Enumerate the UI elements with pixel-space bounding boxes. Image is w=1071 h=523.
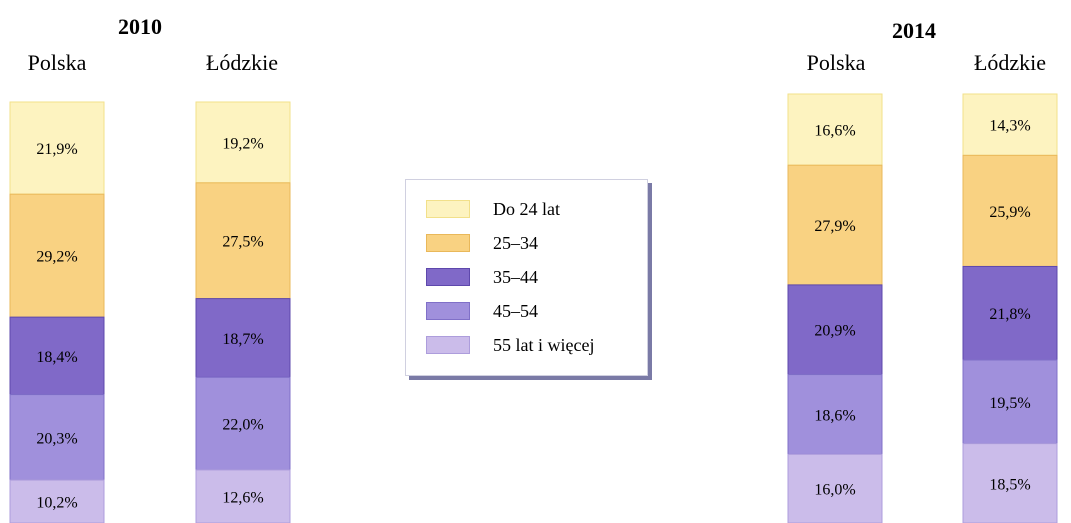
legend-label-55-plus: 55 lat i więcej (493, 334, 595, 355)
category-label-2010-0: Polska (28, 50, 87, 75)
legend: Do 24 lat 25–34 35–44 45–54 55 lat i wię… (405, 179, 648, 376)
legend-swatch-45-54 (426, 302, 470, 320)
data-label-2010-0-0: 21,9% (36, 141, 77, 158)
bar-segment-2014-1-0 (962, 93, 1058, 156)
legend-label-do-24: Do 24 lat (493, 198, 560, 219)
data-label-2010-0-4: 10,2% (36, 495, 77, 512)
data-label-2010-1-3: 22,0% (222, 417, 263, 434)
category-label-2010-1: Łódzkie (206, 50, 278, 75)
bar-segment-2010-0-3 (9, 394, 105, 481)
bar-segment-2014-0-4 (787, 453, 883, 523)
data-label-2014-1-2: 21,8% (989, 306, 1030, 323)
data-label-2010-0-3: 20,3% (36, 430, 77, 447)
legend-item-25-34: 25–34 (426, 230, 538, 256)
data-label-2010-1-2: 18,7% (222, 331, 263, 348)
data-label-2014-0-0: 16,6% (814, 123, 855, 140)
chart-title-2010: 2010 (118, 14, 162, 39)
data-label-2014-1-4: 18,5% (989, 476, 1030, 493)
legend-item-do-24: Do 24 lat (426, 196, 560, 222)
data-label-2014-1-0: 14,3% (989, 118, 1030, 135)
category-label-2014-0: Polska (807, 50, 866, 75)
bar-segment-2014-0-3 (787, 374, 883, 455)
bar-segment-2010-1-3 (195, 376, 291, 471)
legend-swatch-35-44 (426, 268, 470, 286)
data-label-2010-1-1: 27,5% (222, 234, 263, 251)
bar-segment-2014-1-1 (962, 154, 1058, 267)
data-label-2010-0-2: 18,4% (36, 349, 77, 366)
legend-label-35-44: 35–44 (493, 266, 538, 287)
bar-segment-2010-1-1 (195, 182, 291, 300)
data-label-2010-0-1: 29,2% (36, 249, 77, 266)
data-label-2014-0-2: 20,9% (814, 323, 855, 340)
legend-item-35-44: 35–44 (426, 264, 538, 290)
legend-item-45-54: 45–54 (426, 298, 538, 324)
data-label-2014-0-3: 18,6% (814, 407, 855, 424)
bar-segment-2014-0-1 (787, 164, 883, 286)
bar-segment-2014-0-2 (787, 284, 883, 376)
bar-segment-2014-1-4 (962, 443, 1058, 523)
bar-segment-2010-0-1 (9, 193, 105, 318)
legend-swatch-25-34 (426, 234, 470, 252)
data-label-2014-1-1: 25,9% (989, 204, 1030, 221)
legend-swatch-do-24 (426, 200, 470, 218)
chart-title-2014: 2014 (892, 18, 936, 43)
bar-segment-2014-1-3 (962, 359, 1058, 445)
legend-label-45-54: 45–54 (493, 300, 538, 321)
legend-swatch-55-plus (426, 336, 470, 354)
legend-label-25-34: 25–34 (493, 232, 538, 253)
data-label-2014-1-3: 19,5% (989, 395, 1030, 412)
bar-segment-2010-0-4 (9, 479, 105, 523)
legend-item-55-plus: 55 lat i więcej (426, 332, 594, 358)
bar-segment-2010-1-4 (195, 469, 291, 523)
bar-segment-2010-1-2 (195, 298, 291, 378)
bar-segment-2010-1-0 (195, 101, 291, 184)
data-label-2010-1-4: 12,6% (222, 489, 263, 506)
bar-segment-2014-0-0 (787, 93, 883, 166)
data-label-2014-0-4: 16,0% (814, 482, 855, 499)
data-label-2014-0-1: 27,9% (814, 218, 855, 235)
data-label-2010-1-0: 19,2% (222, 135, 263, 152)
category-label-2014-1: Łódzkie (974, 50, 1046, 75)
bar-segment-2010-0-2 (9, 316, 105, 396)
